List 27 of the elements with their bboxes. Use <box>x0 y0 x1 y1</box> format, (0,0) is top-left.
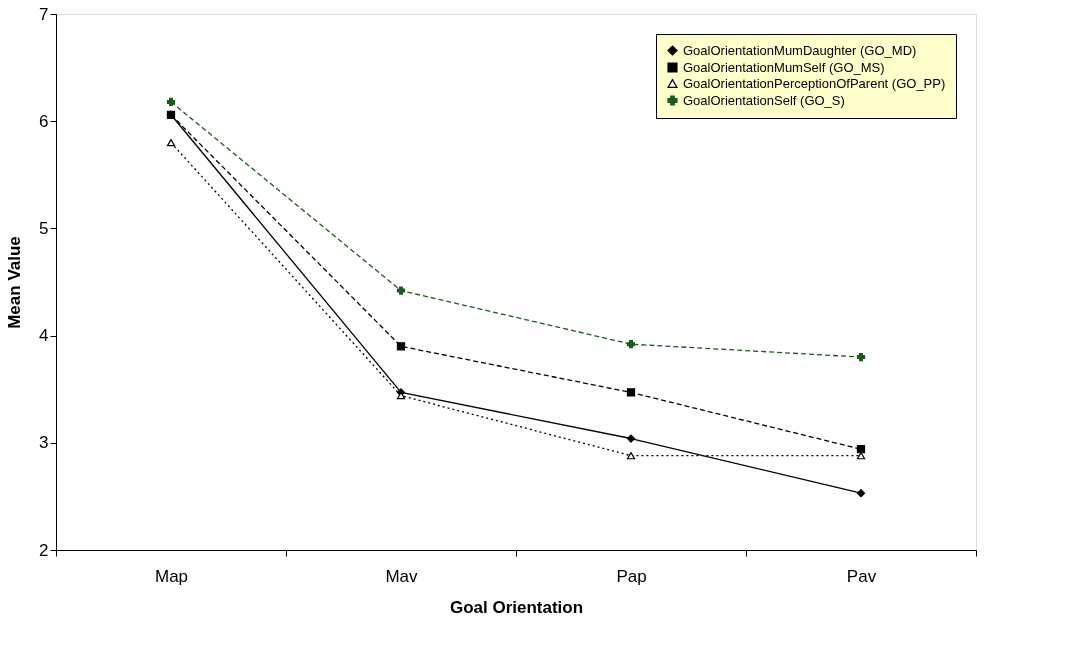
legend-label: GoalOrientationMumSelf (GO_MS) <box>683 59 885 75</box>
x-tick-label: Pap <box>616 566 647 586</box>
legend-label: GoalOrientationPerceptionOfParent (GO_PP) <box>683 75 946 91</box>
y-tick-label: 2 <box>39 540 49 560</box>
point <box>166 97 176 107</box>
point <box>166 138 176 147</box>
point <box>396 342 406 351</box>
point <box>626 388 636 397</box>
legend-label: GoalOrientationSelf (GO_S) <box>683 92 845 108</box>
point <box>856 489 866 498</box>
y-axis-title: Mean Value <box>5 236 25 329</box>
y-tick-label: 5 <box>39 218 49 238</box>
y-tick-label: 4 <box>39 326 49 346</box>
y-tick-label: 6 <box>39 111 49 131</box>
y-tick-label: 3 <box>39 433 49 453</box>
point <box>626 340 636 349</box>
point <box>856 352 866 362</box>
point <box>856 445 866 454</box>
y-tick-label: 7 <box>39 4 49 24</box>
x-tick-label: Map <box>154 566 189 586</box>
legend-label: GoalOrientationMumDaughter (GO_MD) <box>683 42 917 58</box>
x-tick-label: Mav <box>385 566 419 586</box>
point <box>856 452 866 460</box>
x-tick-label: Pav <box>846 566 877 586</box>
point <box>626 452 636 460</box>
point <box>396 286 406 295</box>
x-axis-title: Goal Orientation <box>449 597 584 617</box>
